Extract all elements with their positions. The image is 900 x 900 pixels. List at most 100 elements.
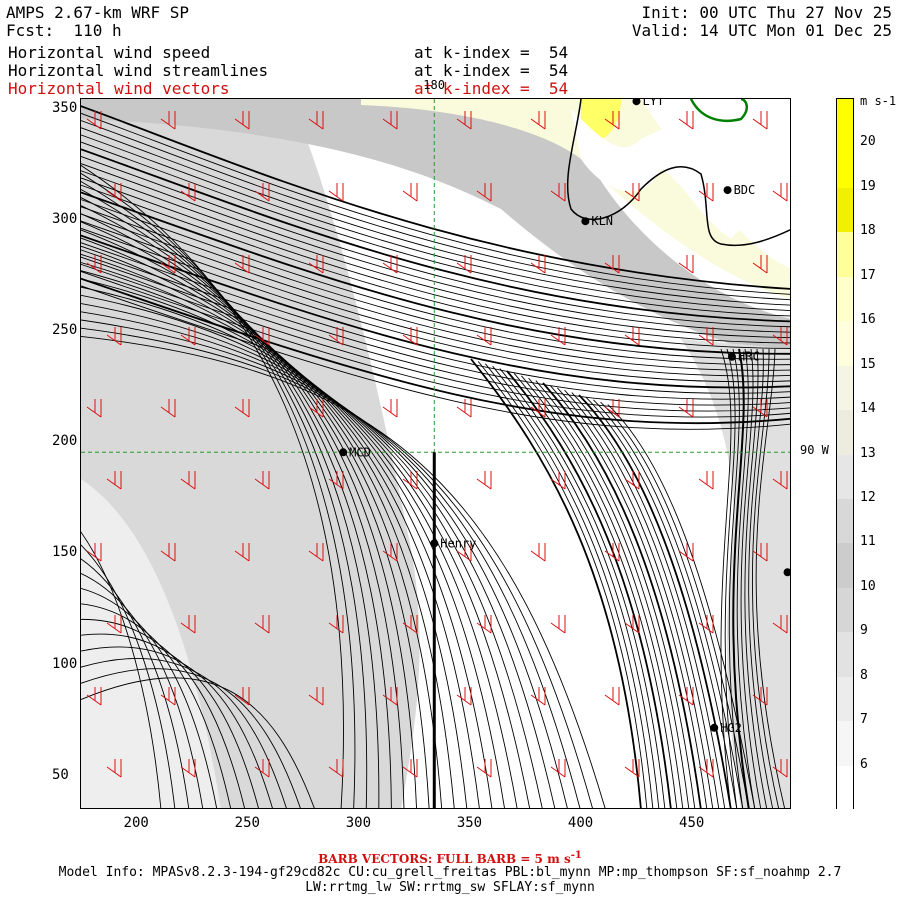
wind-barb: [382, 543, 398, 562]
streamline: [521, 375, 684, 808]
wind-map[interactable]: LYT BDC KLN HRC MCD Henry HG2: [80, 98, 791, 809]
wind-barb: [254, 183, 270, 202]
shade-white-coast: [571, 109, 774, 239]
wind-barb: [382, 687, 398, 706]
field-level-speed: at k-index = 54: [414, 43, 569, 62]
wind-barb: [328, 471, 344, 490]
wind-barb: [106, 759, 122, 778]
wind-barb: [402, 759, 418, 778]
wind-barb: [530, 399, 546, 418]
streamline: [81, 213, 417, 808]
station-label: MCD: [349, 445, 371, 459]
streamline: [744, 348, 768, 808]
wind-barb: [402, 471, 418, 490]
station-marker: [728, 352, 737, 361]
wind-barb: [456, 111, 472, 130]
x-tick-label: 300: [345, 815, 372, 831]
streamline: [81, 619, 245, 808]
wind-barb: [678, 255, 694, 274]
streamline: [81, 277, 790, 425]
streamline: [578, 394, 732, 808]
streamline: [81, 221, 430, 808]
streamline: [81, 237, 455, 808]
wind-barb: [328, 615, 344, 634]
streamline: [513, 373, 678, 808]
streamline: [81, 134, 790, 311]
wind-barb: [772, 327, 788, 346]
streamline: [542, 382, 702, 808]
streamline: [81, 646, 273, 808]
wind-barb: [328, 183, 344, 202]
x-tick-label: 450: [679, 815, 705, 831]
streamline: [81, 285, 790, 430]
wind-barb: [106, 183, 122, 202]
station-label: HRC: [738, 350, 760, 364]
coastline: [566, 99, 790, 247]
streamline: [81, 286, 531, 808]
wind-barb: [86, 255, 102, 274]
wind-barb: [328, 327, 344, 346]
colorbar: [836, 98, 854, 810]
model-info-2: LW:rrtmg_lw SW:rrtmg_sw SFLAY:sf_mynn: [305, 880, 595, 895]
streamline: [81, 294, 543, 808]
colorbar-swatch: [837, 365, 853, 411]
wind-barb: [678, 399, 694, 418]
streamline: [81, 148, 790, 323]
streamline: [728, 348, 744, 808]
wind-barb: [752, 111, 768, 130]
wind-barb: [160, 687, 176, 706]
wind-barb: [678, 543, 694, 562]
colorbar-swatch: [837, 543, 853, 588]
station-label: Henry: [440, 536, 476, 550]
streamline: [81, 677, 315, 808]
wind-barbs: [86, 111, 788, 778]
x-tick-label: 250: [234, 815, 260, 831]
streamline: [81, 336, 606, 808]
wind-barb: [254, 759, 270, 778]
wind-barb: [604, 543, 620, 562]
streamline: [81, 303, 556, 808]
wind-barb: [476, 183, 492, 202]
streamline: [748, 348, 774, 808]
wind-barb: [752, 687, 768, 706]
streamline: [564, 389, 720, 808]
streamline: [81, 205, 405, 808]
colorbar-swatch: [837, 498, 853, 544]
field-level-streamlines: at k-index = 54: [414, 61, 569, 80]
wind-barb: [476, 327, 492, 346]
colorbar-label: 16: [860, 312, 876, 328]
streamline: [585, 397, 738, 808]
streamline: [81, 220, 790, 377]
wind-barb: [106, 471, 122, 490]
wind-barb: [550, 615, 566, 634]
colorbar-swatch: [837, 276, 853, 322]
wind-barb: [698, 471, 714, 490]
wind-barb: [752, 543, 768, 562]
wind-barb: [180, 183, 196, 202]
x-tick-label: 200: [123, 815, 149, 831]
streamline: [81, 229, 443, 808]
wind-barb: [678, 687, 694, 706]
streamline: [81, 165, 344, 808]
station-marker: [632, 99, 641, 106]
field-name-speed: Horizontal wind speed: [8, 43, 211, 62]
y-tick-label: 250: [52, 322, 78, 339]
streamline: [736, 348, 756, 808]
wind-barb: [160, 255, 176, 274]
colorbar-swatch: [837, 410, 853, 455]
wind-barb: [106, 615, 122, 634]
wind-barb: [402, 327, 418, 346]
wind-barb: [476, 615, 492, 634]
wind-barb: [456, 255, 472, 274]
colorbar-label: 15: [860, 356, 876, 372]
streamline: [755, 348, 786, 808]
colorbar-swatch: [837, 454, 853, 499]
streamline: [485, 363, 654, 808]
wind-barb: [772, 759, 788, 778]
wind-barb: [456, 687, 472, 706]
wind-barb: [476, 759, 492, 778]
field-level-vectors: at k-index = 54: [414, 79, 569, 98]
wind-barb: [180, 615, 196, 634]
station-label: KLN: [591, 214, 613, 228]
wind-barb: [234, 111, 250, 130]
